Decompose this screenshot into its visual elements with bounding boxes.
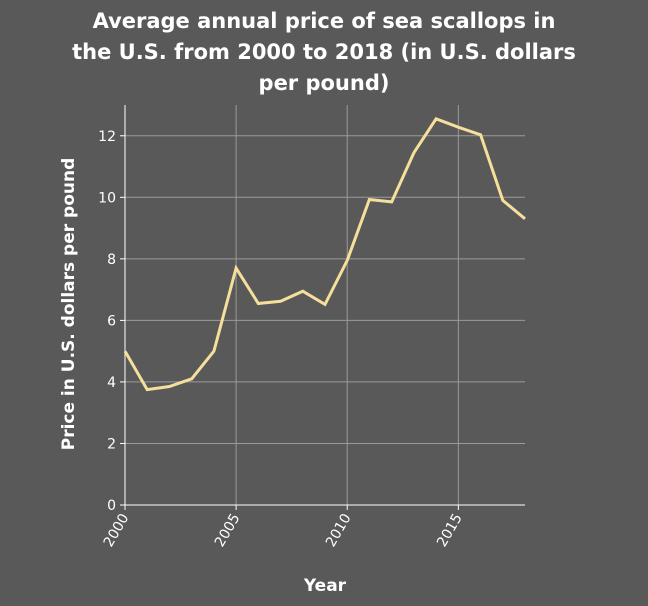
y-tick-label: 8 — [107, 252, 116, 268]
y-tick-label: 0 — [107, 498, 116, 514]
grid-lines — [125, 105, 525, 505]
y-tick-label: 10 — [98, 190, 116, 206]
y-tick-label: 6 — [107, 313, 116, 329]
series-line-price — [123, 116, 526, 392]
chart-title-line-1: Average annual price of sea scallops in — [93, 9, 556, 33]
y-axis-label: Price in U.S. dollars per pound — [59, 158, 79, 451]
series-group — [123, 116, 526, 392]
chart-title-line-3: per pound) — [259, 71, 390, 95]
axes — [120, 105, 525, 510]
chart-title-line-2: the U.S. from 2000 to 2018 (in U.S. doll… — [72, 40, 576, 64]
y-tick-label: 12 — [98, 129, 116, 145]
y-tick-label: 2 — [107, 436, 116, 452]
y-tick-label: 4 — [107, 375, 116, 391]
x-axis-label: Year — [303, 576, 347, 596]
y-tick-labels: 0 2 4 6 8 10 12 — [98, 129, 116, 514]
